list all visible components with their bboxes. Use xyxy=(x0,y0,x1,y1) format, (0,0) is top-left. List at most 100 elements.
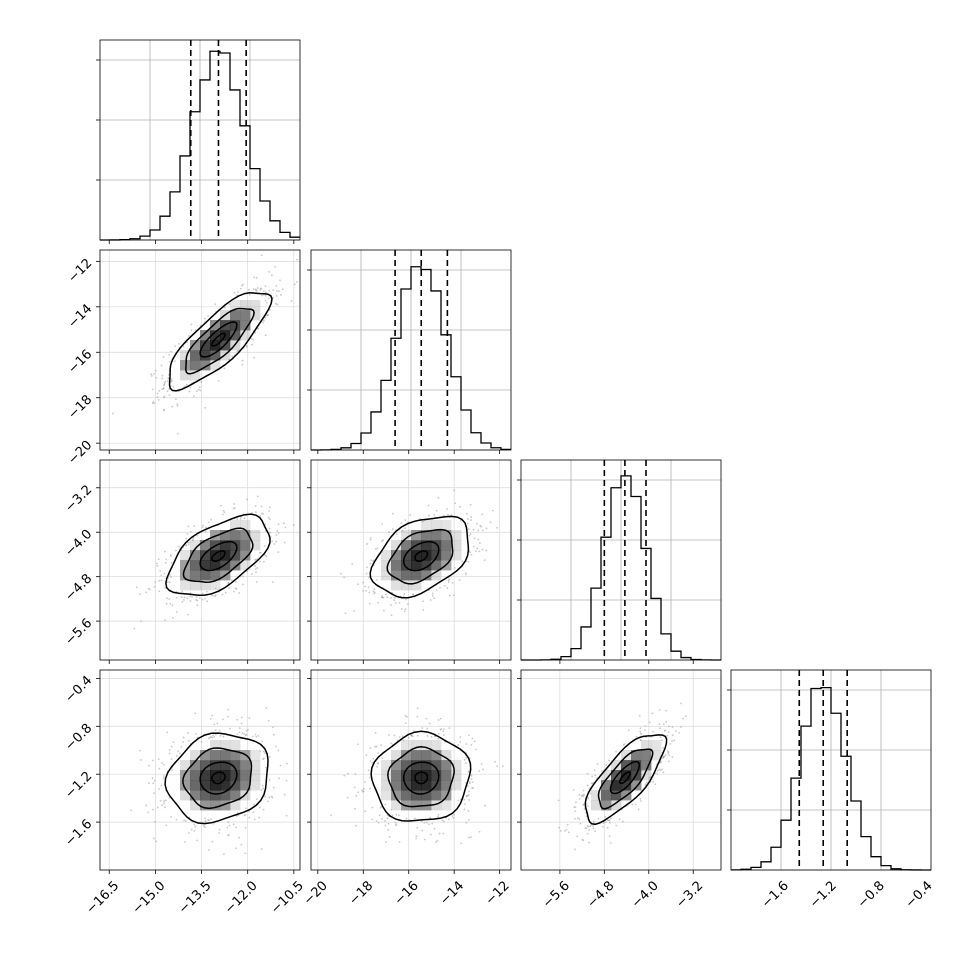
scatter-point xyxy=(251,511,254,514)
scatter-point xyxy=(188,541,191,544)
density-cell xyxy=(220,780,231,791)
scatter-point xyxy=(162,386,165,389)
contour-line xyxy=(199,321,238,358)
density-cell xyxy=(421,760,432,771)
scatter-point xyxy=(204,597,207,600)
contour-line xyxy=(584,734,668,826)
scatter-point xyxy=(639,797,642,800)
scatter-point xyxy=(182,599,185,601)
scatter-point xyxy=(465,756,468,759)
scatter-point xyxy=(353,786,356,789)
scatter-point xyxy=(169,602,172,605)
density-cell xyxy=(190,570,201,581)
scatter-point xyxy=(565,828,568,831)
scatter-point xyxy=(233,502,236,505)
scatter-point xyxy=(465,743,468,745)
scatter-point xyxy=(377,752,379,754)
scatter-point xyxy=(477,529,480,532)
density-cell xyxy=(230,790,241,801)
scatter-point xyxy=(442,734,445,736)
density-cell xyxy=(210,360,221,371)
density-cell xyxy=(220,760,231,771)
scatter-point xyxy=(159,569,162,572)
contour-line xyxy=(619,771,631,785)
scatter-point xyxy=(130,809,133,812)
density-cell xyxy=(210,570,221,581)
scatter-point xyxy=(644,729,646,732)
scatter-point xyxy=(404,722,407,725)
scatter-point xyxy=(250,573,253,576)
scatter-point xyxy=(468,769,471,772)
scatter-point xyxy=(237,349,240,352)
scatter-point xyxy=(155,376,158,379)
scatter-point xyxy=(582,803,585,806)
scatter-point xyxy=(275,289,278,292)
scatter-point xyxy=(182,345,185,348)
scatter-point xyxy=(286,762,288,765)
scatter-point xyxy=(427,504,430,507)
density-cell xyxy=(451,550,462,561)
contour-line xyxy=(402,761,440,795)
scatter-point xyxy=(592,827,595,830)
scatter-point xyxy=(164,380,167,383)
scatter-point xyxy=(373,588,376,591)
scatter-point xyxy=(187,541,189,544)
scatter-point xyxy=(272,289,275,291)
scatter-point xyxy=(443,728,445,731)
scatter-point xyxy=(204,530,207,533)
contour-line xyxy=(199,761,238,795)
contour-line xyxy=(211,771,226,785)
scatter-point xyxy=(395,813,398,816)
scatter-point xyxy=(153,820,156,823)
scatter-point xyxy=(422,609,425,611)
density-cell xyxy=(190,540,201,551)
scatter-point xyxy=(194,329,197,332)
scatter-point xyxy=(377,821,380,824)
scatter-point xyxy=(162,356,165,358)
scatter-point xyxy=(166,380,169,383)
scatter-point xyxy=(165,558,168,561)
scatter-point xyxy=(406,603,409,605)
scatter-point xyxy=(671,740,674,742)
scatter-point xyxy=(242,283,244,286)
scatter-point xyxy=(609,822,611,824)
scatter-point xyxy=(183,596,186,599)
scatter-point xyxy=(202,524,205,527)
scatter-point xyxy=(421,727,424,729)
scatter-point xyxy=(388,734,390,736)
scatter-point xyxy=(367,769,370,772)
scatter-point xyxy=(371,761,374,764)
density-cell xyxy=(180,550,191,561)
scatter-point xyxy=(421,829,424,832)
scatter-point xyxy=(470,774,473,777)
density-cell xyxy=(421,560,432,571)
scatter-point xyxy=(459,736,462,738)
scatter-point xyxy=(168,598,171,601)
density-cell xyxy=(451,760,462,771)
panel-frame xyxy=(520,669,722,871)
density-cell xyxy=(441,530,452,541)
scatter-point xyxy=(671,726,674,728)
scatter-point xyxy=(265,291,267,294)
scatter-point xyxy=(152,808,154,811)
density-cell xyxy=(411,530,422,541)
density-cell xyxy=(200,800,211,811)
density-cell xyxy=(401,580,412,591)
scatter-point xyxy=(237,291,239,294)
scatter-point xyxy=(236,718,239,721)
scatter-point xyxy=(205,590,208,593)
scatter-point xyxy=(224,591,227,594)
density-cell xyxy=(421,530,432,541)
scatter-point xyxy=(602,825,604,828)
scatter-point xyxy=(667,731,670,734)
scatter-point xyxy=(475,748,478,751)
scatter-point xyxy=(151,402,154,404)
scatter-point xyxy=(236,733,239,736)
scatter-point xyxy=(431,592,434,595)
density-cell xyxy=(601,800,612,811)
panel-frame xyxy=(310,249,512,451)
scatter-point xyxy=(578,794,581,796)
scatter-point xyxy=(156,806,159,809)
scatter-point xyxy=(483,559,486,562)
scatter-point xyxy=(158,788,160,790)
